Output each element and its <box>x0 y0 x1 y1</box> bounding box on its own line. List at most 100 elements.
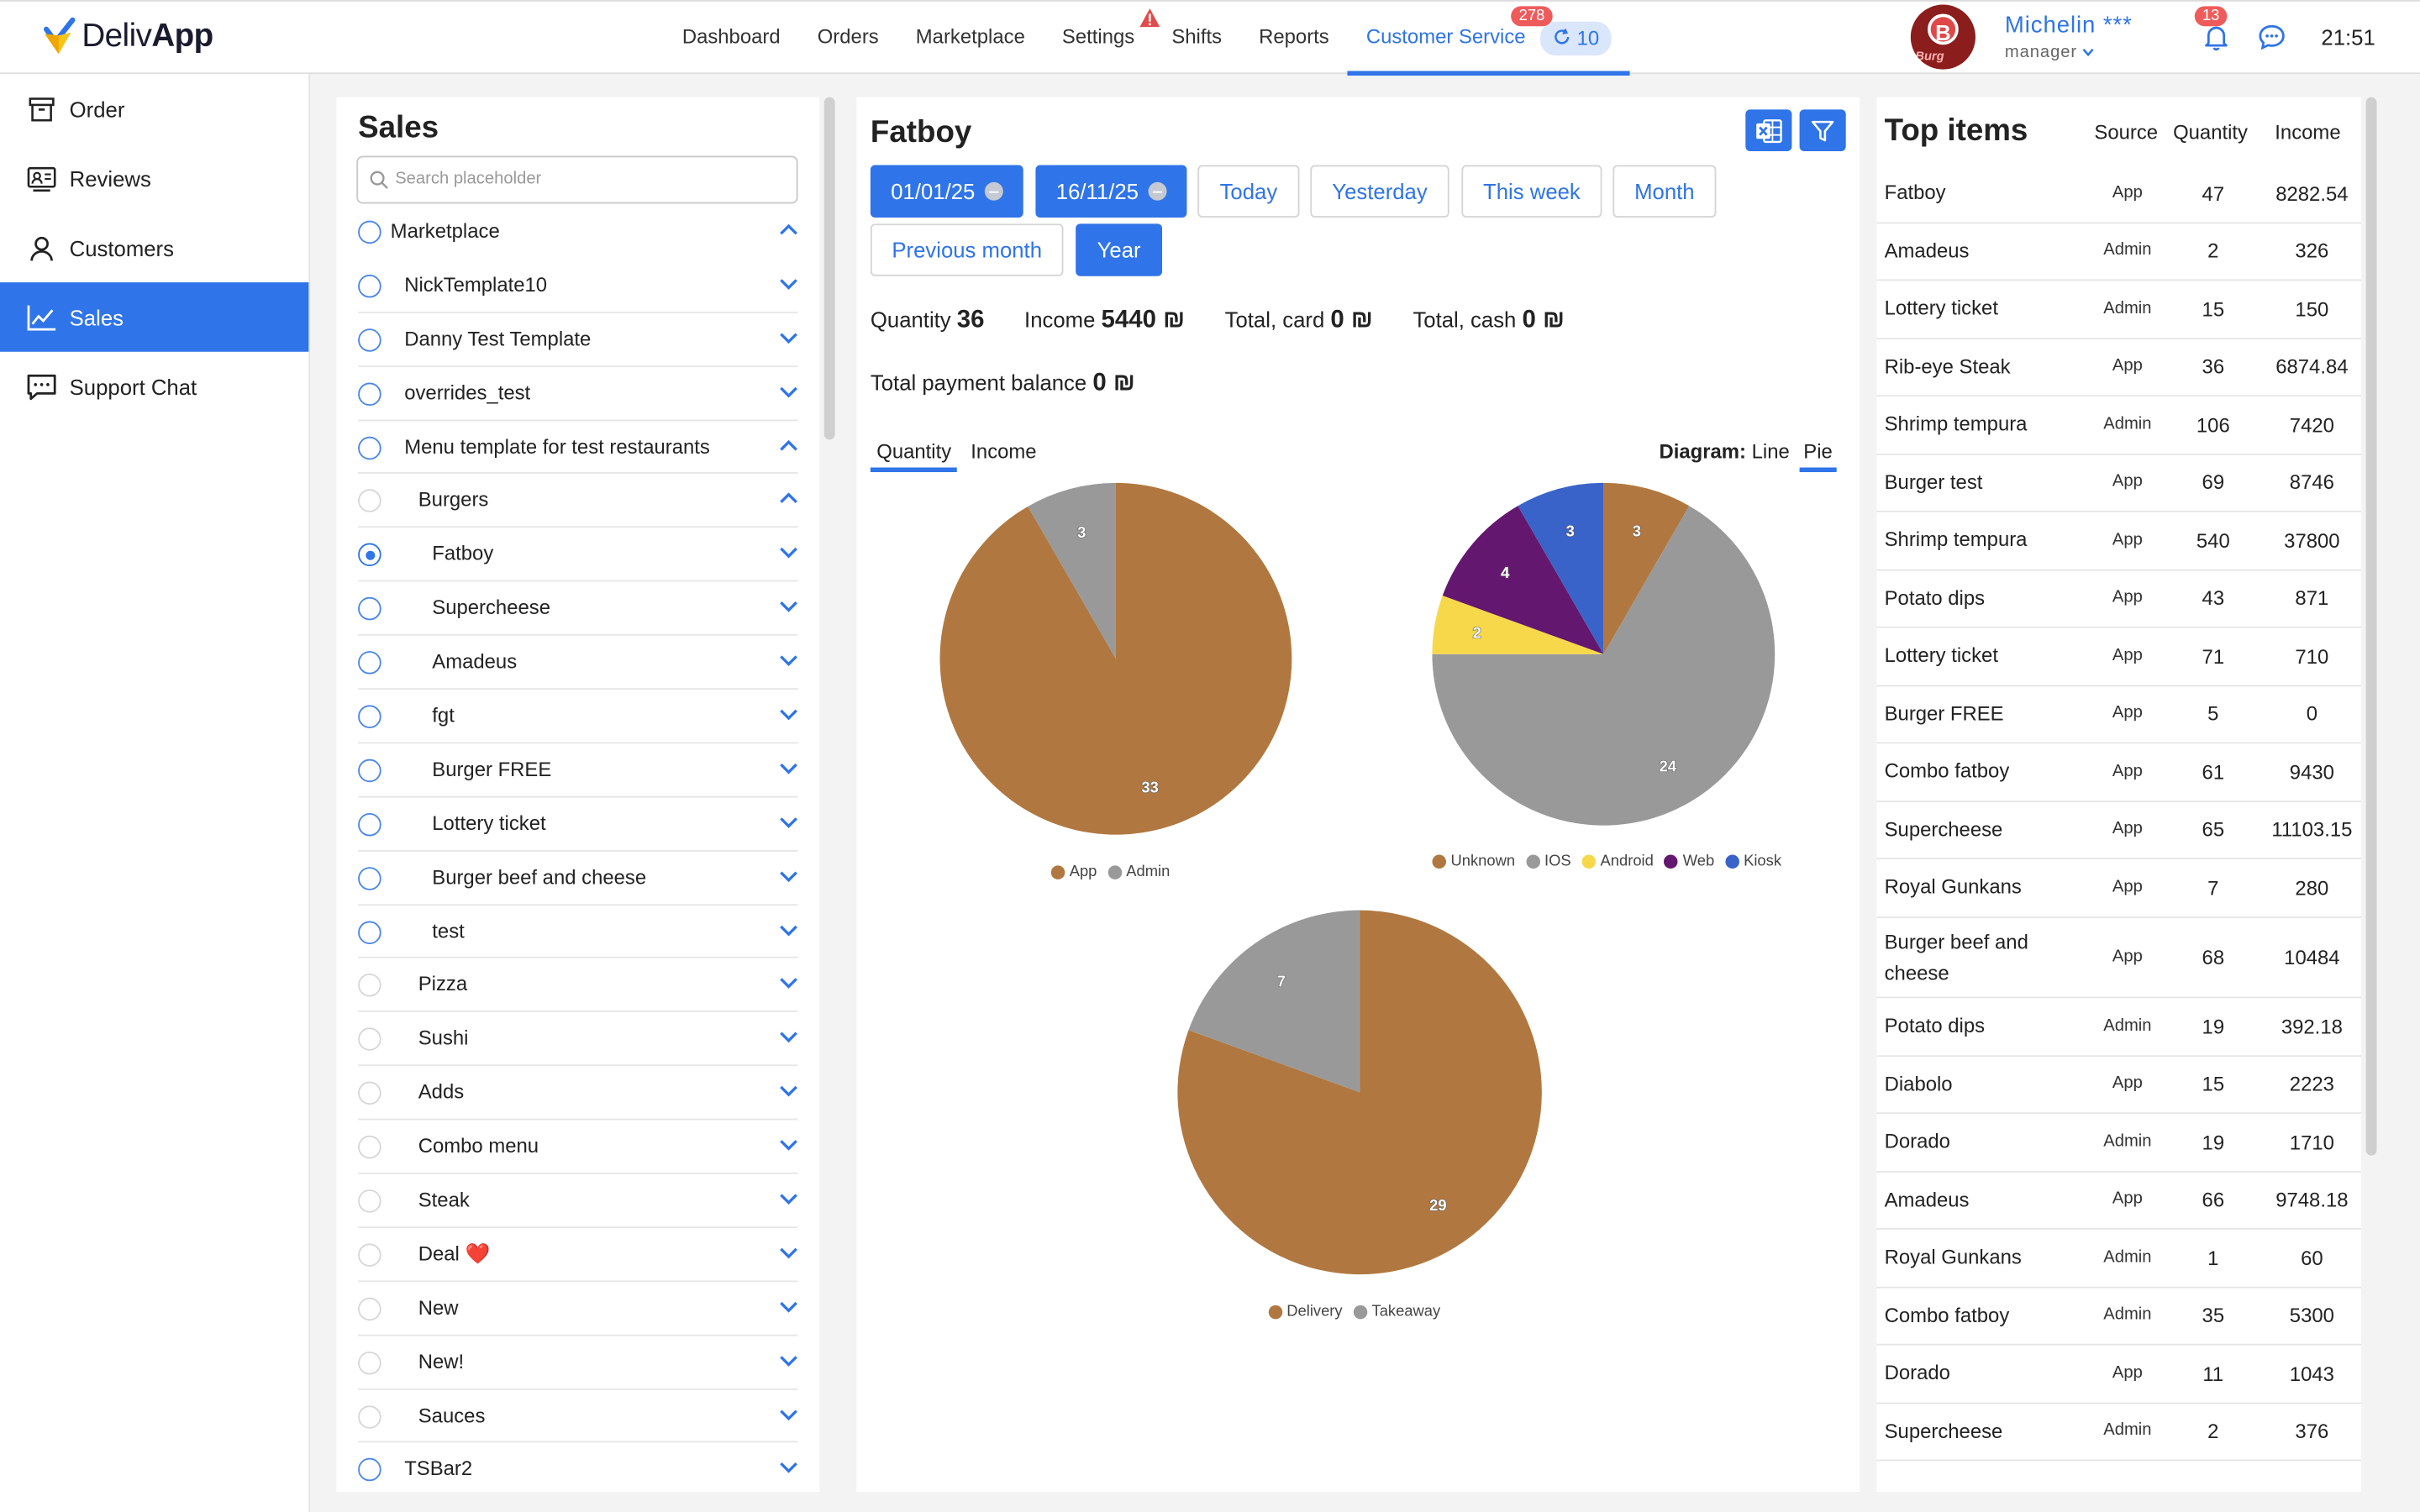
pie-slice-unknown[interactable] <box>1603 482 1690 654</box>
tree-item[interactable]: Combo menu <box>358 1121 798 1174</box>
chevron-down-icon[interactable] <box>780 1354 798 1367</box>
table-row[interactable]: Combo fatboy App 61 9430 <box>1876 743 2362 802</box>
tree-item[interactable]: Burger FREE <box>358 743 798 798</box>
clear-date-to-icon[interactable] <box>1148 181 1167 201</box>
chevron-down-icon[interactable] <box>780 1462 798 1474</box>
radio-button[interactable] <box>358 1297 381 1320</box>
chevron-down-icon[interactable] <box>780 1085 798 1098</box>
radio-button[interactable] <box>358 274 381 298</box>
tree-item[interactable]: NickTemplate10 <box>358 259 798 313</box>
clear-date-from-icon[interactable] <box>984 181 1003 201</box>
export-excel-button[interactable] <box>1745 109 1792 151</box>
tree-item[interactable]: Fatboy <box>358 528 798 582</box>
pie-slice-android[interactable] <box>1432 596 1604 654</box>
chevron-down-icon[interactable] <box>780 1300 798 1313</box>
pie-slice-admin[interactable] <box>1028 482 1116 659</box>
tree-item[interactable]: Danny Test Template <box>358 312 798 367</box>
tree-item[interactable]: New <box>358 1282 798 1336</box>
tree-item[interactable]: Pizza <box>358 958 798 1013</box>
legend-item[interactable]: Unknown <box>1432 853 1515 870</box>
chevron-down-icon[interactable] <box>780 1193 798 1205</box>
top-items-scrollbar[interactable] <box>2365 97 2377 1156</box>
tree-item[interactable]: Adds <box>358 1067 798 1121</box>
chevron-down-icon[interactable] <box>780 977 798 990</box>
chevron-down-icon[interactable] <box>780 708 798 721</box>
tree-item[interactable]: Marketplace <box>358 205 797 259</box>
chevron-down-icon[interactable] <box>780 1139 798 1152</box>
legend-item[interactable]: Android <box>1581 853 1654 870</box>
table-row[interactable]: Dorado App 11 1043 <box>1876 1346 2362 1404</box>
legend-item[interactable]: App <box>1050 864 1097 881</box>
chevron-down-icon[interactable] <box>780 1032 798 1044</box>
radio-button[interactable] <box>358 866 381 890</box>
sales-scrollbar[interactable] <box>823 97 835 440</box>
table-row[interactable]: Amadeus Admin 2 326 <box>1876 223 2362 281</box>
search-input[interactable]: Search placeholder <box>356 155 798 204</box>
table-row[interactable]: Potato dips Admin 19 392.18 <box>1876 998 2362 1057</box>
chevron-down-icon[interactable] <box>780 923 798 936</box>
sidebar-item-customers[interactable]: Customers <box>0 213 308 282</box>
range-this-week-button[interactable]: This week <box>1461 165 1602 218</box>
tree-item[interactable]: Sauces <box>358 1389 798 1444</box>
table-row[interactable]: Dorado Admin 19 1710 <box>1876 1114 2362 1172</box>
table-row[interactable]: Potato dips App 43 871 <box>1876 570 2362 628</box>
tree-item[interactable]: Menu template for test restaurants <box>358 421 798 475</box>
table-row[interactable]: Fatboy App 47 8282.54 <box>1876 165 2362 223</box>
table-row[interactable]: Royal Gunkans App 7 280 <box>1876 859 2362 917</box>
avatar[interactable]: B Burg <box>1910 4 1975 70</box>
legend-item[interactable]: Web <box>1664 853 1714 870</box>
filter-button[interactable] <box>1799 109 1846 151</box>
chevron-down-icon[interactable] <box>780 331 798 344</box>
chevron-down-icon[interactable] <box>780 762 798 774</box>
table-row[interactable]: Burger FREE App 5 0 <box>1876 685 2362 744</box>
pie-slice-delivery[interactable] <box>1177 910 1542 1275</box>
tree-item[interactable]: Steak <box>358 1174 798 1228</box>
table-row[interactable]: Royal Gunkans Admin 1 60 <box>1876 1230 2362 1288</box>
pie-slice-web[interactable] <box>1442 506 1604 654</box>
chevron-down-icon[interactable] <box>780 601 798 613</box>
app-logo[interactable]: DelivApp <box>40 17 213 57</box>
radio-button[interactable] <box>358 920 381 944</box>
radio-button[interactable] <box>358 1027 381 1052</box>
pie-slice-ios[interactable] <box>1432 506 1776 826</box>
legend-item[interactable]: IOS <box>1525 853 1571 870</box>
sidebar-item-order[interactable]: Order <box>0 74 308 144</box>
tree-item[interactable]: overrides_test <box>358 367 798 421</box>
nav-reports[interactable]: Reports <box>1259 24 1329 48</box>
tab-quantity[interactable]: Quantity <box>870 439 958 473</box>
chevron-down-icon[interactable] <box>780 277 798 290</box>
table-row[interactable]: Shrimp tempura App 540 37800 <box>1876 512 2362 570</box>
radio-button[interactable] <box>358 974 381 998</box>
tree-item[interactable]: fgt <box>358 690 798 744</box>
chevron-down-icon[interactable] <box>780 386 798 398</box>
table-row[interactable]: Supercheese Admin 2 376 <box>1876 1403 2362 1462</box>
radio-button[interactable] <box>358 490 381 513</box>
radio-button[interactable] <box>358 1404 381 1429</box>
table-row[interactable]: Lottery ticket Admin 15 150 <box>1876 281 2362 339</box>
tree-item[interactable]: Burgers <box>358 475 798 528</box>
tab-income[interactable]: Income <box>971 439 1037 464</box>
table-row[interactable]: Burger test App 69 8746 <box>1876 454 2362 512</box>
radio-button[interactable] <box>358 220 381 244</box>
sidebar-item-reviews[interactable]: Reviews <box>0 144 308 213</box>
chevron-up-icon[interactable] <box>780 439 798 452</box>
diagram-option-pie[interactable]: Pie <box>1798 439 1838 473</box>
messages-button[interactable] <box>2258 24 2286 59</box>
date-to-chip[interactable]: 16/11/25 <box>1035 165 1187 218</box>
date-from-chip[interactable]: 01/01/25 <box>870 165 1023 218</box>
range-today-button[interactable]: Today <box>1197 165 1300 218</box>
radio-button[interactable] <box>358 1189 381 1213</box>
table-row[interactable]: Combo fatboy Admin 35 5300 <box>1876 1288 2362 1346</box>
radio-button[interactable] <box>358 597 381 621</box>
tree-item[interactable]: Amadeus <box>358 636 798 690</box>
table-row[interactable]: Supercheese App 65 11103.15 <box>1876 801 2362 860</box>
nav-orders[interactable]: Orders <box>817 24 879 48</box>
range-year-button[interactable]: Year <box>1076 223 1163 276</box>
customer-service-queue[interactable]: 10 <box>1540 20 1612 55</box>
tree-item[interactable]: New! <box>358 1336 798 1390</box>
nav-customer-service[interactable]: Customer Service 278 10 <box>1347 2 1630 76</box>
radio-button[interactable] <box>358 328 381 352</box>
radio-button[interactable] <box>358 1136 381 1159</box>
radio-button[interactable] <box>358 651 381 675</box>
tree-item[interactable]: Sushi <box>358 1013 798 1067</box>
